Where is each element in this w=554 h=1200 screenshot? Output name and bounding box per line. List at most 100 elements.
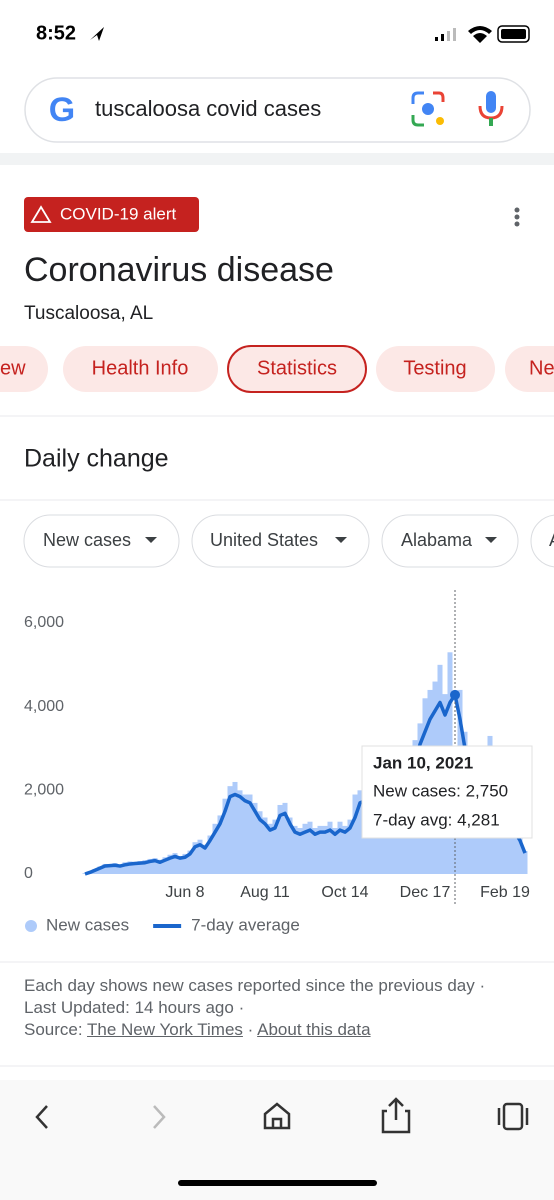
filter-label[interactable]: A	[549, 530, 554, 550]
search-query[interactable]: tuscaloosa covid cases	[95, 96, 321, 121]
bar	[272, 819, 278, 874]
dropdown-arrow[interactable]	[485, 537, 497, 543]
more-menu[interactable]	[514, 207, 520, 227]
dropdown-arrow[interactable]	[145, 537, 157, 543]
average-line	[84, 693, 527, 876]
x-tick-label: Oct 14	[321, 884, 368, 901]
tooltip-title: Jan 10, 2021	[373, 753, 473, 772]
tab-label[interactable]: Ne	[529, 357, 554, 379]
card-subtitle: Tuscaloosa, AL	[24, 303, 153, 324]
legend-label: New cases	[46, 915, 129, 934]
tab[interactable]	[505, 346, 554, 392]
separator: ·	[247, 1020, 254, 1039]
bar	[247, 794, 253, 874]
bar	[147, 858, 153, 874]
dropdown-arrow[interactable]	[335, 537, 347, 543]
location-icon	[90, 27, 104, 41]
bar	[197, 839, 203, 874]
bar	[192, 842, 198, 874]
bar	[507, 819, 513, 874]
filter-chip[interactable]	[191, 514, 370, 568]
tab[interactable]	[63, 346, 218, 392]
bar	[177, 856, 183, 874]
bar	[127, 861, 133, 874]
bar	[297, 827, 303, 874]
wifi-icon	[468, 26, 492, 43]
separator: ·	[479, 976, 486, 995]
battery-level	[501, 29, 526, 39]
bar	[162, 857, 168, 874]
tab-label[interactable]: Testing	[403, 357, 466, 379]
bar	[182, 853, 188, 874]
bar	[167, 854, 173, 874]
back-button[interactable]	[35, 1105, 48, 1129]
alert-text: COVID-19 alert	[60, 204, 176, 223]
bar	[332, 827, 338, 874]
bar	[237, 790, 243, 874]
filter-chip[interactable]	[23, 514, 180, 568]
bar	[302, 823, 308, 874]
separator: ·	[238, 998, 245, 1017]
legend-label: 7-day average	[191, 915, 300, 934]
bar	[322, 825, 328, 874]
y-tick-label: 0	[24, 865, 33, 882]
filter-chip[interactable]	[530, 514, 554, 568]
bar	[342, 825, 348, 874]
about-link[interactable]: About this data	[257, 1020, 371, 1039]
forward-button[interactable]	[153, 1105, 166, 1129]
bar	[157, 859, 163, 874]
tabs-button[interactable]	[497, 1102, 529, 1131]
bar	[337, 821, 343, 874]
tooltip-line: 7-day avg: 4,281	[373, 810, 500, 829]
filter-label[interactable]: United States	[210, 530, 318, 550]
google-logo[interactable]: G	[49, 91, 75, 129]
bar	[267, 823, 273, 874]
filter-label[interactable]: Alabama	[401, 530, 473, 550]
mic-icon[interactable]	[478, 91, 504, 126]
footer: Each day shows new cases reported since …	[24, 975, 504, 1041]
bar	[252, 802, 258, 874]
tab-selected[interactable]	[227, 345, 367, 393]
bar	[217, 815, 223, 874]
tab[interactable]	[376, 346, 495, 392]
bar	[347, 819, 353, 874]
tab-label[interactable]: Statistics	[257, 357, 337, 379]
source-link[interactable]: The New York Times	[87, 1020, 243, 1039]
x-tick-label: Aug 11	[240, 884, 290, 901]
x-tick-label: Dec 17	[400, 884, 451, 901]
filters: New cases United States Alabama A	[23, 514, 554, 568]
search-box[interactable]	[24, 77, 531, 143]
bar	[522, 850, 528, 874]
lens-icon[interactable]	[411, 91, 445, 127]
section-title: Daily change	[24, 445, 169, 473]
separator-band	[0, 153, 554, 165]
alert-badge	[24, 197, 199, 232]
legend: New cases 7-day average	[25, 915, 300, 934]
bar	[262, 817, 268, 874]
bar	[132, 861, 138, 874]
bar	[307, 821, 313, 874]
home-button[interactable]	[263, 1102, 291, 1130]
bar	[312, 827, 318, 874]
filter-chip[interactable]	[381, 514, 519, 568]
y-tick-label: 4,000	[24, 698, 64, 715]
home-indicator	[178, 1180, 377, 1186]
bar	[257, 811, 263, 874]
filter-label[interactable]: New cases	[43, 530, 131, 550]
tab-label[interactable]: Health Info	[92, 357, 189, 379]
bar	[352, 794, 358, 874]
clock: 8:52	[36, 22, 76, 44]
x-tick-label: Feb 19	[480, 884, 530, 901]
legend-swatch	[25, 920, 37, 932]
share-button[interactable]	[381, 1097, 411, 1134]
bar	[142, 860, 148, 874]
bar	[402, 807, 408, 874]
bar	[112, 863, 118, 874]
bar	[282, 802, 288, 874]
bar	[242, 794, 248, 874]
tab[interactable]	[0, 346, 48, 392]
tab-label[interactable]: ew	[0, 357, 26, 379]
bar	[172, 853, 178, 874]
bar	[207, 835, 213, 874]
